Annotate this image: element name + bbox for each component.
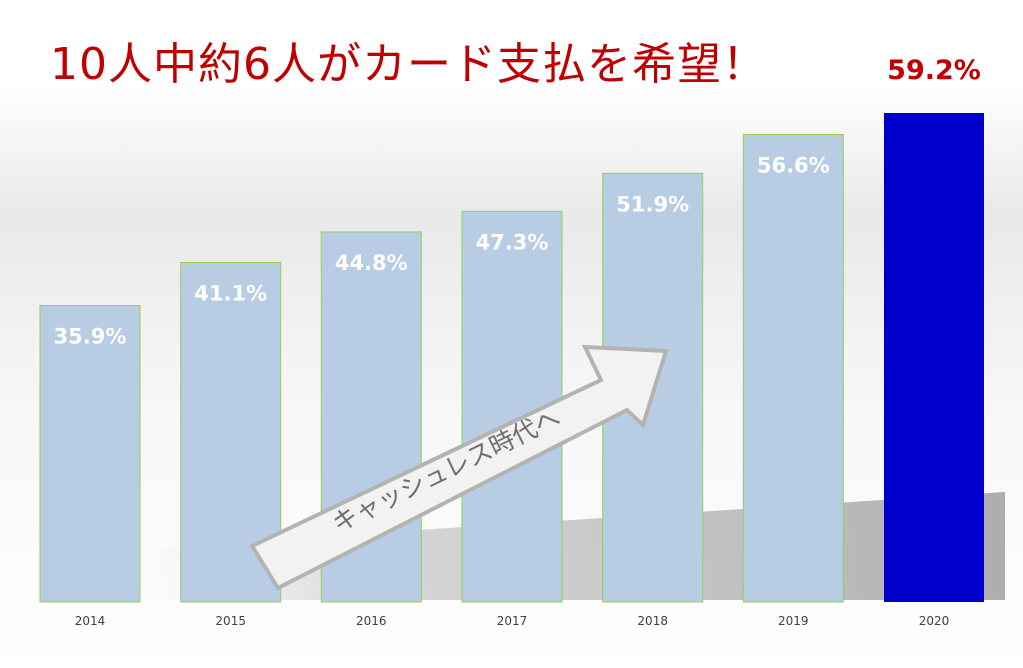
x-tick-2014: 2014 — [75, 614, 106, 628]
x-tick-2018: 2018 — [637, 614, 668, 628]
bar-2019 — [742, 134, 844, 603]
x-tick-2017: 2017 — [497, 614, 528, 628]
data-label-2018: 51.9% — [616, 192, 689, 216]
bars-group — [39, 113, 984, 603]
data-label-2019: 56.6% — [757, 154, 830, 178]
x-tick-2015: 2015 — [215, 614, 246, 628]
trend-arrow-shape — [249, 344, 669, 591]
x-tick-2020: 2020 — [919, 614, 950, 628]
data-label-2020: 59.2% — [887, 55, 981, 86]
x-axis-ticks: 2014 2015 2016 2017 2018 2019 2020 — [75, 614, 950, 628]
bar-2014 — [39, 305, 141, 603]
x-tick-2019: 2019 — [778, 614, 809, 628]
x-tick-2016: 2016 — [356, 614, 387, 628]
data-labels-group: 35.9% 41.1% 44.8% 47.3% 51.9% 56.6% 59.2% — [54, 55, 981, 349]
data-label-2017: 47.3% — [476, 230, 549, 254]
chart-title: 10人中約6人がカード支払を希望！ — [50, 39, 767, 90]
data-label-2014: 35.9% — [54, 325, 127, 349]
bar-2020 — [884, 113, 984, 602]
data-label-2015: 41.1% — [194, 282, 267, 306]
data-label-2016: 44.8% — [335, 251, 408, 275]
